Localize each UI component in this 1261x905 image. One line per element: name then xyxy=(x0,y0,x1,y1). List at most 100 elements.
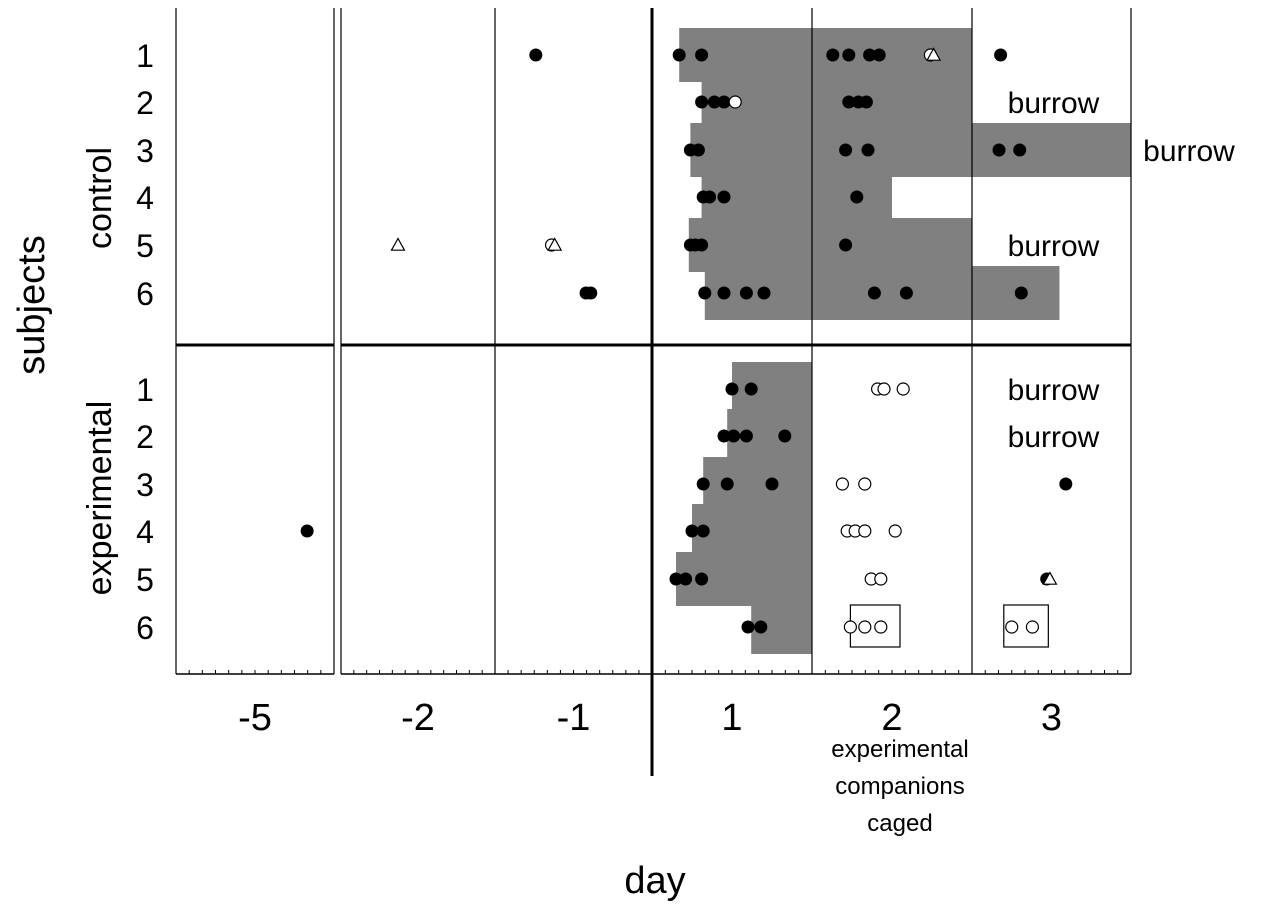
event-open xyxy=(858,524,872,538)
event-filled xyxy=(584,286,598,300)
burrow-label: burrow xyxy=(1143,135,1235,168)
event-filled xyxy=(707,95,721,109)
event-open xyxy=(888,524,902,538)
event-open xyxy=(896,382,910,396)
event-filled xyxy=(765,477,779,491)
row-label: 6 xyxy=(136,610,154,646)
event-filled xyxy=(1014,286,1028,300)
event-filled xyxy=(717,429,731,443)
group-label-experimental: experimental xyxy=(81,401,119,596)
event-filled xyxy=(842,48,856,62)
event-open xyxy=(835,477,850,491)
row-label: 4 xyxy=(136,514,154,550)
shade-g1-row1-day1 xyxy=(732,362,812,416)
event-open xyxy=(874,572,888,586)
day-tick-label: 3 xyxy=(1041,697,1062,739)
shade-g0-row2-day2 xyxy=(812,75,972,129)
event-filled xyxy=(863,48,877,62)
shade-g0-row3-day2 xyxy=(812,123,972,177)
day-tick-label: -1 xyxy=(557,697,591,739)
frame-layer xyxy=(175,8,1132,776)
event-filled xyxy=(1059,477,1073,491)
event-filled xyxy=(669,572,683,586)
label-layer: -5 -2 -1 1 2 3 1 2 3 4 5 6 1 2 3 4 5 6 burrow burrow burrow b… xyxy=(136,38,1235,739)
event-filled xyxy=(720,477,734,491)
event-filled xyxy=(992,143,1006,157)
event-filled xyxy=(703,190,717,204)
row-label: 3 xyxy=(136,133,154,169)
shade-g0-row5-day2 xyxy=(812,218,972,272)
row-label: 4 xyxy=(136,180,154,216)
event-open xyxy=(877,382,891,396)
shade-g1-row3-day1 xyxy=(703,457,812,511)
event-filled xyxy=(725,382,739,396)
row-label: 5 xyxy=(136,228,154,264)
event-open xyxy=(874,620,888,634)
shade-g0-row3-day1 xyxy=(690,123,812,177)
event-filled xyxy=(744,382,758,396)
mark-layer xyxy=(300,47,1073,634)
event-filled xyxy=(778,429,792,443)
event-filled xyxy=(899,286,913,300)
event-filled xyxy=(695,238,709,252)
day-tick-label: 2 xyxy=(881,697,902,739)
event-filled xyxy=(695,48,709,62)
event-filled xyxy=(696,477,710,491)
caged-note: experimental companions caged xyxy=(831,736,968,837)
shade-g1-row4-day1 xyxy=(692,504,812,558)
event-filled xyxy=(679,572,693,586)
event-filled xyxy=(739,429,753,443)
x-axis-label: day xyxy=(624,860,685,902)
event-filled xyxy=(1013,143,1027,157)
event-filled xyxy=(839,143,853,157)
row-label: 5 xyxy=(136,562,154,598)
shading-layer xyxy=(676,28,1131,654)
day-tick-label: -2 xyxy=(401,697,435,739)
event-filled xyxy=(717,190,731,204)
event-filled xyxy=(842,95,856,109)
event-filled xyxy=(696,524,710,538)
event-filled xyxy=(727,429,741,443)
event-filled xyxy=(695,572,709,586)
group-label-control: control xyxy=(81,147,119,249)
row-label: 3 xyxy=(136,467,154,503)
day-tick-label: -5 xyxy=(238,697,272,739)
cage-box-2 xyxy=(1003,604,1049,648)
burrow-label: burrow xyxy=(1008,421,1100,454)
event-open xyxy=(728,95,742,109)
caged-note-line-1: experimental xyxy=(831,736,968,763)
event-filled xyxy=(754,620,768,634)
event-open xyxy=(858,620,872,634)
event-filled xyxy=(672,48,686,62)
event-filled xyxy=(529,48,543,62)
event-triangle xyxy=(926,47,942,61)
burrow-label: burrow xyxy=(1008,87,1100,120)
row-label: 6 xyxy=(136,276,154,312)
event-open xyxy=(843,620,858,634)
event-filled xyxy=(994,48,1008,62)
event-triangle xyxy=(390,237,406,251)
event-filled xyxy=(859,95,873,109)
event-filled xyxy=(695,95,709,109)
event-filled xyxy=(300,524,314,538)
caged-note-line-3: caged xyxy=(867,810,932,837)
row-label: 2 xyxy=(136,419,154,455)
event-triangle xyxy=(547,237,563,251)
caged-note-line-2: companions xyxy=(835,773,964,800)
burrow-label: burrow xyxy=(1008,374,1100,407)
event-filled xyxy=(850,190,864,204)
event-filled xyxy=(757,286,771,300)
event-open xyxy=(858,477,872,491)
event-filled xyxy=(691,143,705,157)
burrow-label: burrow xyxy=(1008,230,1100,263)
shade-g0-row6-day2 xyxy=(812,266,972,320)
event-filled xyxy=(717,95,731,109)
day-tick-label: 1 xyxy=(721,697,742,739)
event-filled xyxy=(739,286,753,300)
event-open xyxy=(1005,620,1019,634)
event-filled xyxy=(867,286,881,300)
row-label: 1 xyxy=(136,38,154,74)
row-label: 2 xyxy=(136,85,154,121)
event-filled xyxy=(741,620,755,634)
